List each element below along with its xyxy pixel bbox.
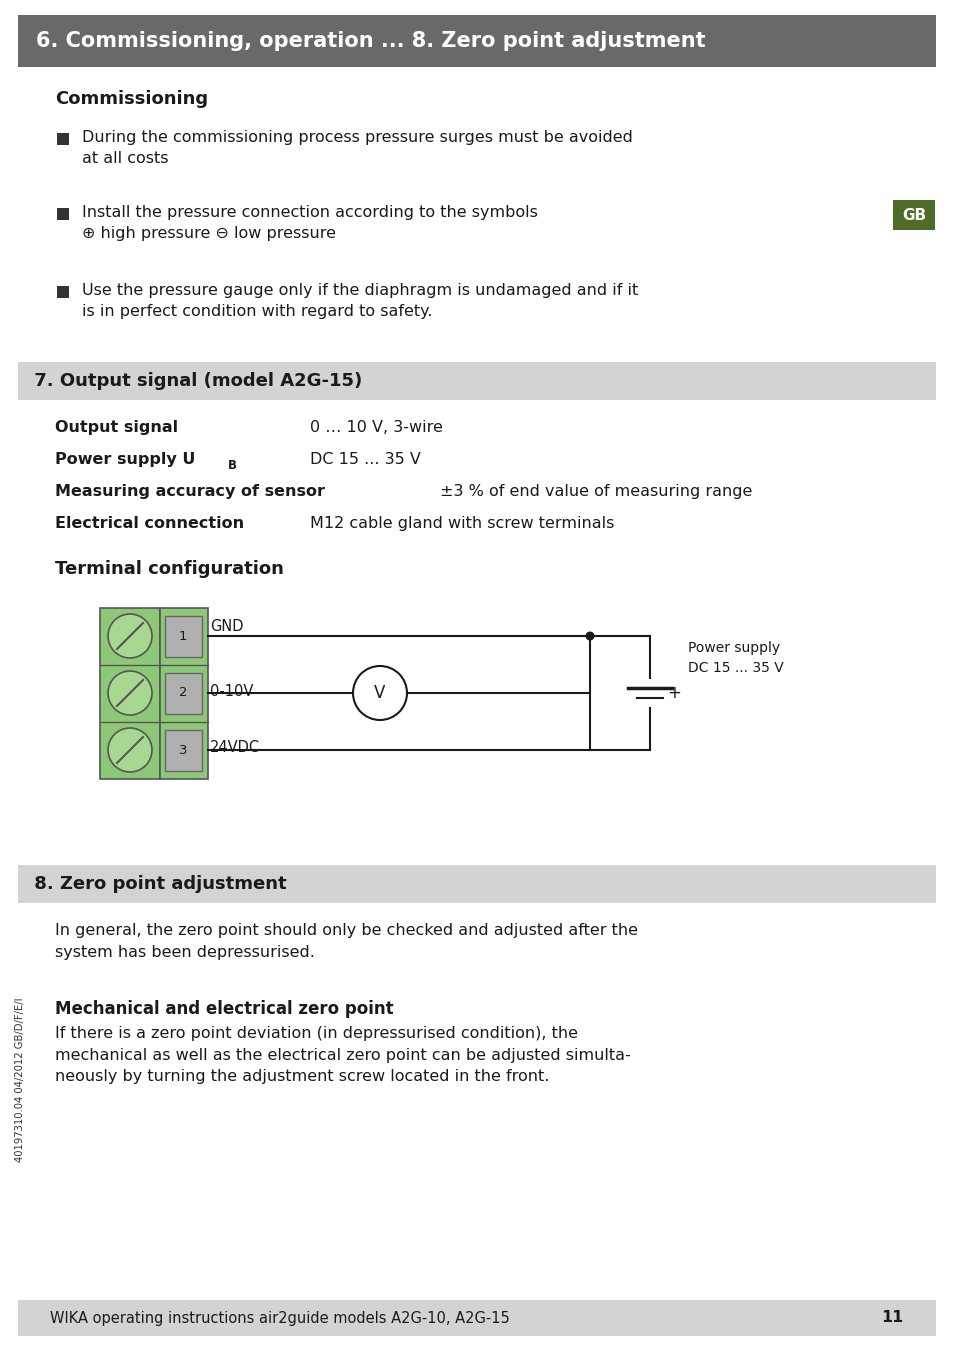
Text: 24VDC: 24VDC xyxy=(210,741,260,756)
Bar xyxy=(100,608,160,779)
Bar xyxy=(18,15,935,67)
Bar xyxy=(165,616,202,656)
Circle shape xyxy=(108,671,152,716)
Text: 8. Zero point adjustment: 8. Zero point adjustment xyxy=(28,876,286,893)
Text: B: B xyxy=(228,459,236,472)
Text: Install the pressure connection according to the symbols
⊕ high pressure ⊖ low p: Install the pressure connection accordin… xyxy=(82,204,537,241)
Text: WIKA operating instructions air2guide models A2G-10, A2G-15: WIKA operating instructions air2guide mo… xyxy=(50,1310,509,1326)
Text: Terminal configuration: Terminal configuration xyxy=(55,560,284,578)
Text: Power supply
DC 15 ... 35 V: Power supply DC 15 ... 35 V xyxy=(687,642,783,674)
Text: 6. Commissioning, operation ... 8. Zero point adjustment: 6. Commissioning, operation ... 8. Zero … xyxy=(36,31,705,51)
Text: 11: 11 xyxy=(880,1310,902,1326)
Text: GND: GND xyxy=(210,619,243,633)
Bar xyxy=(57,133,69,145)
Circle shape xyxy=(108,615,152,658)
Text: Electrical connection: Electrical connection xyxy=(55,516,244,531)
Text: If there is a zero point deviation (in depressurised condition), the
mechanical : If there is a zero point deviation (in d… xyxy=(55,1026,630,1084)
Text: Power supply U: Power supply U xyxy=(55,452,195,467)
Text: Measuring accuracy of sensor: Measuring accuracy of sensor xyxy=(55,484,325,499)
Circle shape xyxy=(353,666,407,720)
Circle shape xyxy=(585,632,594,640)
Text: GB: GB xyxy=(901,207,925,222)
Text: +: + xyxy=(666,685,680,702)
Bar xyxy=(165,672,202,714)
Text: Use the pressure gauge only if the diaphragm is undamaged and if it
is in perfec: Use the pressure gauge only if the diaph… xyxy=(82,282,638,319)
Text: 0 … 10 V, 3-wire: 0 … 10 V, 3-wire xyxy=(310,420,442,434)
Bar xyxy=(165,730,202,771)
Text: 2: 2 xyxy=(178,686,187,699)
Text: ±3 % of end value of measuring range: ±3 % of end value of measuring range xyxy=(439,484,752,499)
Text: During the commissioning process pressure surges must be avoided
at all costs: During the commissioning process pressur… xyxy=(82,130,632,165)
Text: 0-10V: 0-10V xyxy=(210,683,253,698)
Bar xyxy=(18,362,935,399)
Text: 1: 1 xyxy=(178,629,187,643)
Bar xyxy=(57,208,69,221)
Bar xyxy=(57,286,69,299)
Text: V: V xyxy=(374,685,385,702)
Text: 3: 3 xyxy=(178,744,187,756)
Text: 40197310.04 04/2012 GB/D/F/E/I: 40197310.04 04/2012 GB/D/F/E/I xyxy=(15,998,25,1162)
Text: Output signal: Output signal xyxy=(55,420,178,434)
Text: DC 15 ... 35 V: DC 15 ... 35 V xyxy=(310,452,420,467)
Bar xyxy=(892,200,934,230)
Bar xyxy=(160,608,208,779)
Bar xyxy=(18,865,935,902)
Text: Commissioning: Commissioning xyxy=(55,90,208,108)
Text: M12 cable gland with screw terminals: M12 cable gland with screw terminals xyxy=(310,516,614,531)
Circle shape xyxy=(108,728,152,772)
Text: Mechanical and electrical zero point: Mechanical and electrical zero point xyxy=(55,999,394,1018)
Bar xyxy=(18,1301,935,1336)
Text: In general, the zero point should only be checked and adjusted after the
system : In general, the zero point should only b… xyxy=(55,923,638,959)
Text: 7. Output signal (model A2G-15): 7. Output signal (model A2G-15) xyxy=(28,373,362,390)
